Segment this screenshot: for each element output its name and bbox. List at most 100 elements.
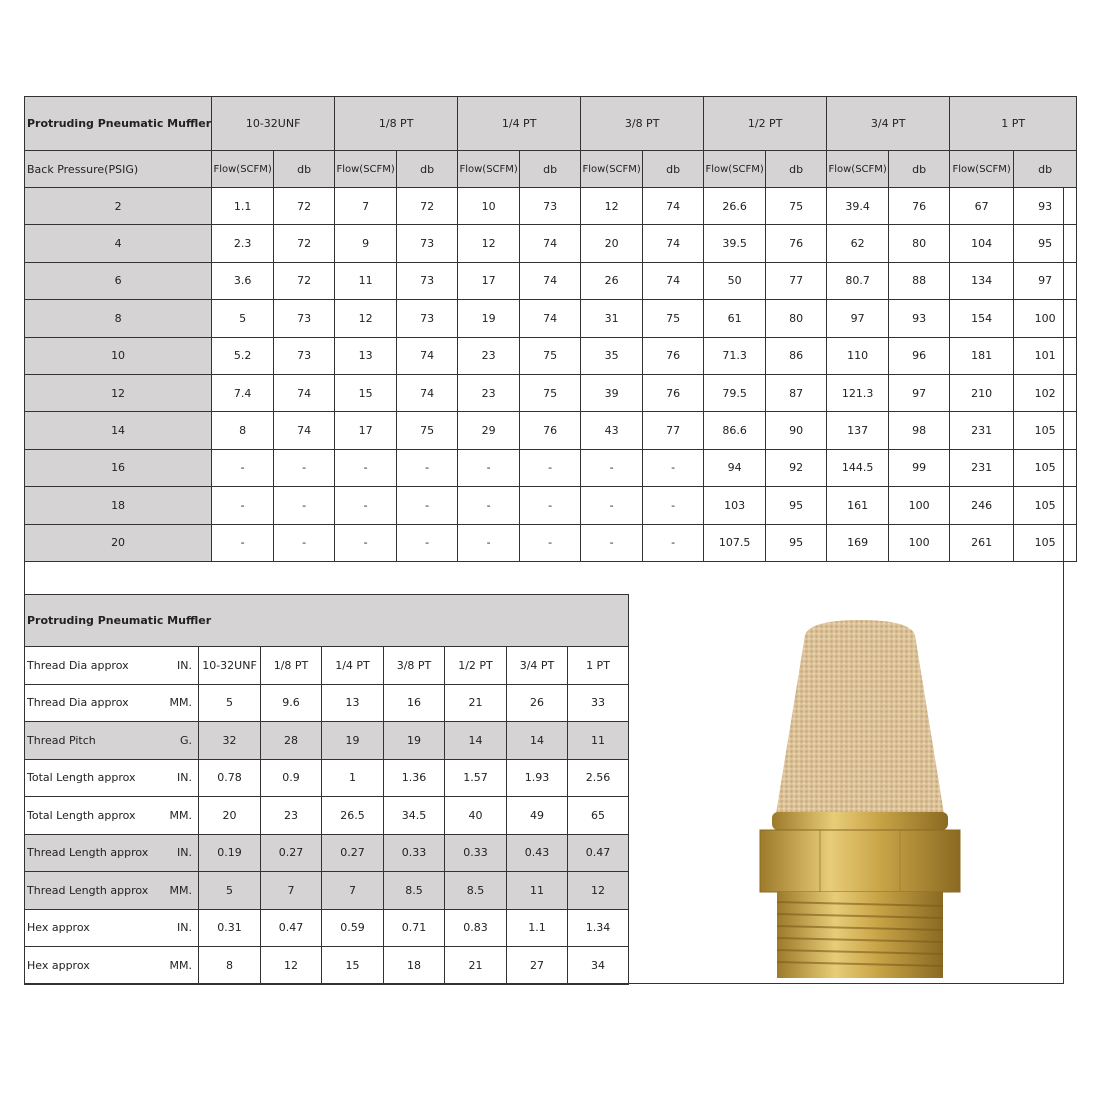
table-row: 6 3.6 72 11 73 17 74 26 74 50 77 80.7 88 134 97	[23, 261, 1078, 301]
value-cell: 73	[273, 299, 336, 338]
value-cell: 1.1	[506, 908, 568, 947]
value-cell: 76	[642, 336, 705, 375]
value-cell: 105	[1013, 448, 1078, 488]
pressure-cell: 8	[23, 299, 213, 338]
table-row: MM. Hex approx 8 12 15 18 21 27 34	[24, 946, 629, 985]
dimension-label: MM. Thread Dia approx	[24, 683, 199, 722]
pressure-cell: 2	[23, 186, 213, 226]
unit-label: IN.	[177, 846, 192, 860]
dimension-label: MM. Hex approx	[24, 946, 199, 985]
label-text: Thread Length approx	[27, 846, 149, 860]
dimension-label: IN. Thread Dia approx	[24, 646, 199, 685]
value-cell: 0.9	[260, 758, 322, 797]
sintered-filter	[775, 620, 945, 820]
value-cell: 7	[260, 871, 322, 910]
value-cell: 74	[396, 336, 459, 375]
label-text: Thread Dia approx	[27, 696, 129, 710]
value-cell: 0.43	[506, 833, 568, 872]
value-cell: -	[580, 448, 644, 488]
value-cell: 26.5	[321, 796, 384, 835]
value-cell: 0.33	[383, 833, 445, 872]
value-cell: 17	[334, 411, 398, 450]
value-cell: 121.3	[826, 373, 890, 413]
value-cell: 8	[198, 946, 261, 985]
pressure-cell: 16	[23, 448, 213, 488]
db-header: db	[1013, 150, 1078, 188]
value-cell: 154	[949, 299, 1015, 338]
value-cell: 144.5	[826, 448, 890, 488]
value-cell: 104	[949, 224, 1015, 263]
value-cell: 74	[642, 224, 705, 263]
value-cell: 12	[567, 871, 629, 910]
value-cell: 9.6	[260, 683, 322, 722]
value-cell: -	[396, 448, 459, 488]
value-cell: 98	[888, 411, 951, 450]
value-cell: 80.7	[826, 261, 890, 301]
value-cell: 8.5	[383, 871, 445, 910]
value-cell: 75	[396, 411, 459, 450]
value-cell: 8	[211, 411, 275, 450]
value-cell: 1.36	[383, 758, 445, 797]
value-cell: 73	[273, 336, 336, 375]
collar	[772, 812, 948, 830]
value-cell: 76	[888, 186, 951, 226]
label-text: Thread Length approx	[27, 883, 149, 897]
value-cell: 75	[765, 186, 828, 226]
value-cell: 77	[765, 261, 828, 301]
value-cell: 95	[765, 486, 828, 525]
value-cell: 67	[949, 186, 1015, 226]
value-cell: 35	[580, 336, 644, 375]
table-title: Protruding Pneumatic Muffler	[24, 594, 629, 647]
value-cell: 14	[444, 721, 507, 760]
value-cell: 5	[198, 683, 261, 722]
value-cell: 15	[334, 373, 398, 413]
value-cell: 13	[321, 683, 384, 722]
table-row: 10 5.2 73 13 74 23 75 35 76 71.3 86 110 96 181 101	[23, 336, 1078, 375]
value-cell: 19	[457, 299, 521, 338]
value-cell: 21	[444, 946, 507, 985]
value-cell: 100	[1013, 299, 1078, 338]
value-cell: 15	[321, 946, 384, 985]
value-cell: 86.6	[703, 411, 767, 450]
value-cell: -	[519, 486, 582, 525]
value-cell: 97	[888, 373, 951, 413]
value-cell: 13	[334, 336, 398, 375]
value-cell: 1.93	[506, 758, 568, 797]
label-text: Thread Dia approx	[27, 658, 129, 672]
db-header: db	[519, 150, 582, 188]
table-row: IN. Total Length approx 0.78 0.9 1 1.36 1.57 1.…	[24, 758, 629, 797]
flow-header: Flow(SCFM)	[334, 150, 398, 188]
table-title: Protruding Pneumatic Muffler	[23, 96, 213, 151]
threads	[776, 892, 944, 978]
value-cell: 71.3	[703, 336, 767, 375]
muffler-product-image	[759, 620, 961, 978]
value-cell: 246	[949, 486, 1015, 525]
value-cell: 1/2 PT	[444, 646, 507, 685]
pressure-cell: 20	[23, 523, 213, 562]
value-cell: 11	[506, 871, 568, 910]
value-cell: -	[211, 486, 275, 525]
value-cell: 2.56	[567, 758, 629, 797]
value-cell: 40	[444, 796, 507, 835]
value-cell: 12	[457, 224, 521, 263]
value-cell: 19	[321, 721, 384, 760]
value-cell: 261	[949, 523, 1015, 562]
value-cell: -	[211, 523, 275, 562]
value-cell: 72	[396, 186, 459, 226]
value-cell: 12	[260, 946, 322, 985]
value-cell: 21	[444, 683, 507, 722]
value-cell: -	[519, 523, 582, 562]
value-cell: -	[642, 486, 705, 525]
value-cell: 10	[457, 186, 521, 226]
table-row: MM. Thread Length approx 5 7 7 8.5 8.5 11 12	[24, 871, 629, 910]
value-cell: 19	[383, 721, 445, 760]
table-row: 16- - - - - - - -94 92 144.5 99 231 105	[23, 448, 1078, 488]
value-cell: 2.3	[211, 224, 275, 263]
value-cell: 76	[642, 373, 705, 413]
value-cell: 61	[703, 299, 767, 338]
value-cell: 12	[580, 186, 644, 226]
value-cell: 16	[383, 683, 445, 722]
value-cell: 74	[519, 261, 582, 301]
value-cell: 3.6	[211, 261, 275, 301]
value-cell: 75	[519, 373, 582, 413]
